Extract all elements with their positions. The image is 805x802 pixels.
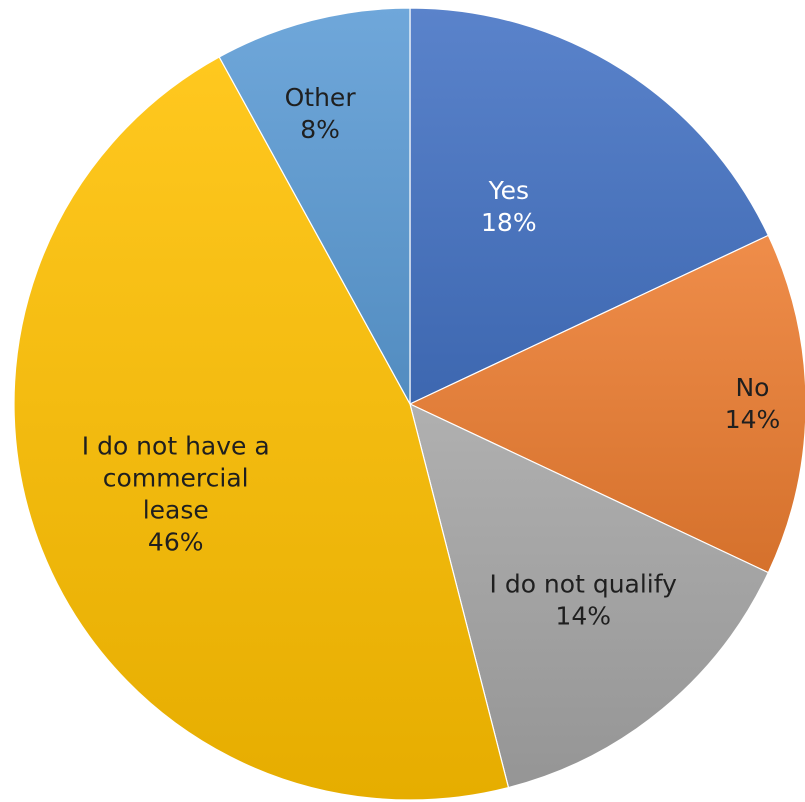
- pie-slice-yes: [409, 7, 770, 405]
- pie-label-i-do-not-qualify: I do not qualify 14%: [490, 570, 678, 631]
- pie-slices: [13, 7, 805, 801]
- pie-slice-other: [218, 7, 411, 405]
- pie-label-no: No 14%: [725, 373, 781, 434]
- pie-label-i-do-not-have-a-commercial-lease: I do not have a commercial lease 46%: [82, 431, 270, 556]
- pie-label-other: Other 8%: [285, 83, 357, 144]
- pie-slice-i-do-not-have-a-commercial-lease: [13, 56, 510, 801]
- pie-slice-no: [408, 234, 805, 574]
- pie-labels: Yes 18% No 14% I do not qualify 14% I do not h…: [82, 83, 781, 631]
- pie-label-yes: Yes 18%: [481, 176, 537, 237]
- pie-slice-i-do-not-qualify: [409, 402, 770, 789]
